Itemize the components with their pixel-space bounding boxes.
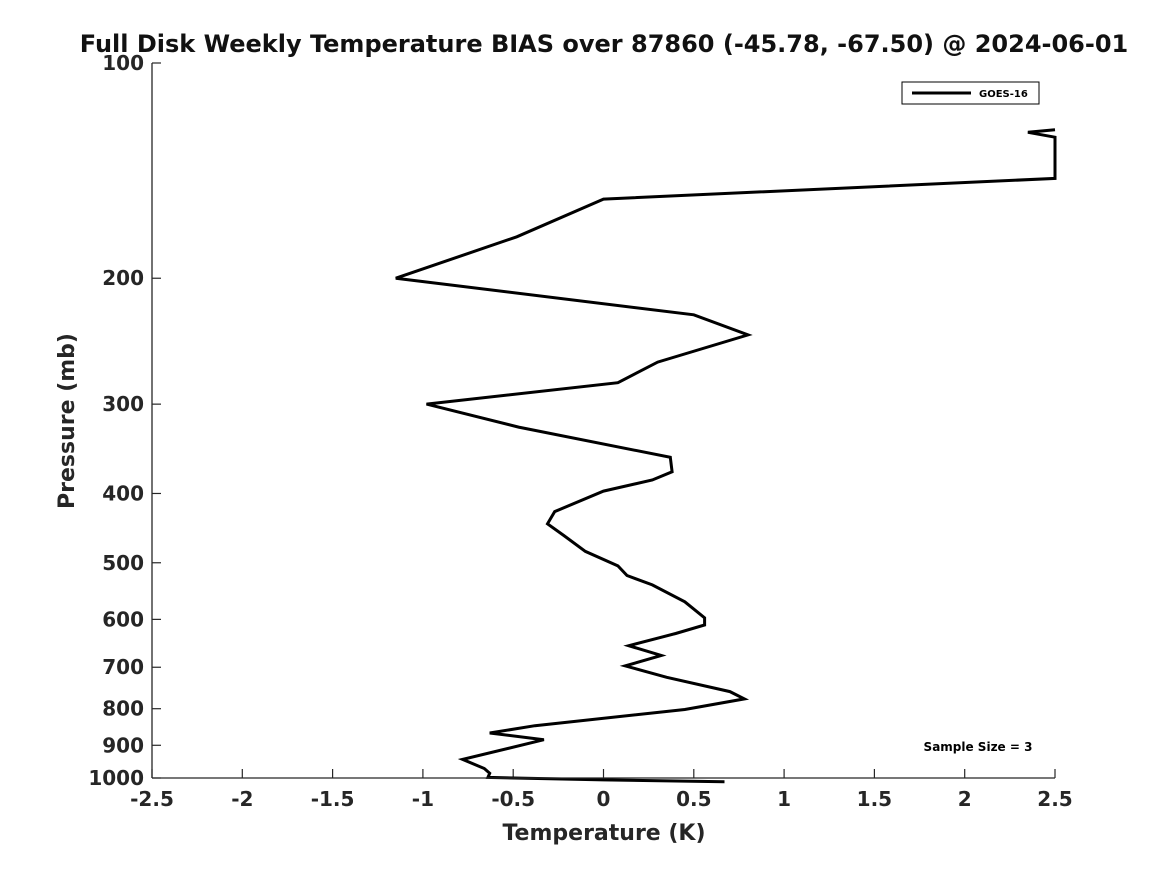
- y-tick-label: 200: [102, 266, 144, 290]
- x-tick-label: -2.5: [130, 787, 174, 811]
- x-tick-label: -2: [231, 787, 253, 811]
- plot-area: [152, 63, 1055, 778]
- y-tick-label: 1000: [88, 766, 144, 790]
- x-axis-label: Temperature (K): [502, 821, 705, 846]
- y-tick-label: 500: [102, 551, 144, 575]
- x-tick-label: 0.5: [676, 787, 711, 811]
- y-axis-ticks: 100 200 300 400 500 600 700 800 900 1000: [88, 51, 161, 790]
- x-tick-label: -1: [412, 787, 434, 811]
- y-axis-label: Pressure (mb): [55, 333, 80, 509]
- legend-label-goes-16: GOES-16: [979, 89, 1028, 100]
- series-line-goes-16: [395, 128, 1057, 784]
- y-tick-label: 600: [102, 607, 144, 631]
- legend: GOES-16: [901, 81, 1040, 105]
- y-tick-label: 800: [102, 697, 144, 721]
- sample-size-annotation: Sample Size = 3: [924, 740, 1033, 754]
- y-tick-label: 700: [102, 655, 144, 679]
- chart-title: Full Disk Weekly Temperature BIAS over 8…: [80, 30, 1128, 58]
- y-tick-label: 900: [102, 733, 144, 757]
- x-tick-label: 1: [777, 787, 791, 811]
- x-tick-label: 0: [597, 787, 611, 811]
- x-tick-label: -0.5: [491, 787, 535, 811]
- x-axis-ticks: -2.5 -2 -1.5 -1 -0.5 0 0.5 1 1.5 2 2.5: [130, 769, 1073, 811]
- x-tick-label: -1.5: [311, 787, 355, 811]
- x-tick-label: 2: [958, 787, 972, 811]
- y-tick-label: 100: [102, 51, 144, 75]
- y-tick-label: 400: [102, 481, 144, 505]
- x-tick-label: 1.5: [857, 787, 892, 811]
- x-tick-label: 2.5: [1037, 787, 1072, 811]
- series-layer: [395, 128, 1057, 784]
- y-tick-label: 300: [102, 392, 144, 416]
